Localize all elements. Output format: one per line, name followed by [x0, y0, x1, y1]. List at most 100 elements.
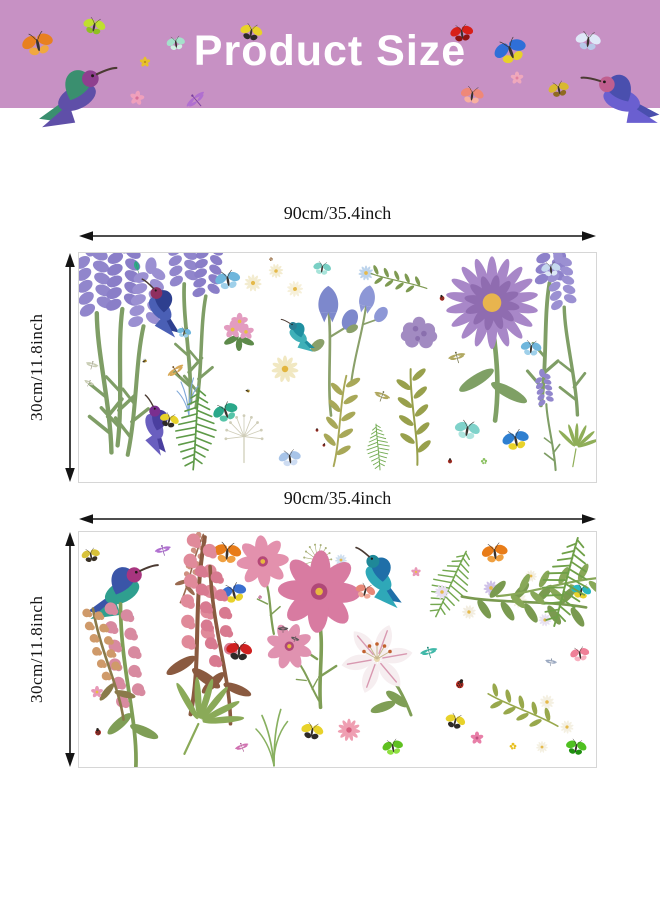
dragonfly-icon — [235, 742, 249, 752]
butterfly-icon — [548, 80, 569, 97]
grass-icon — [255, 708, 289, 767]
ladybug-icon — [455, 679, 464, 689]
butterfly-icon — [177, 326, 192, 338]
butterfly-icon — [81, 547, 100, 563]
willow-icon — [176, 676, 245, 755]
butterfly-icon — [355, 582, 376, 599]
yellow-flowers-icon — [509, 742, 517, 750]
butterfly-icon — [226, 640, 253, 661]
butterfly-icon — [454, 419, 480, 440]
panel1-width-label: 90cm/35.4inch — [283, 203, 392, 223]
butterfly-icon — [382, 738, 403, 755]
daisy-icon — [434, 584, 450, 600]
butterfly-icon — [460, 85, 484, 104]
daisy-icon — [538, 613, 552, 627]
cosmos-icon — [277, 550, 361, 710]
lavender-icon — [535, 368, 561, 472]
panel2-width-label: 90cm/35.4inch — [283, 488, 392, 508]
butterfly-icon — [278, 449, 301, 467]
banner: Product Size — [0, 0, 660, 128]
daisy-icon — [287, 281, 304, 298]
sticker-sheet-1 — [78, 252, 597, 483]
dragonfly-icon — [374, 391, 390, 402]
daisy-icon — [268, 263, 284, 279]
daisy-icon — [358, 265, 374, 281]
daisy-icon — [271, 355, 299, 382]
dragonfly-icon — [167, 364, 184, 377]
dragonfly-icon — [84, 380, 95, 387]
butterfly-icon — [301, 722, 324, 740]
lavender-icon — [79, 253, 124, 455]
daisy-icon — [244, 274, 262, 292]
seed-pod-icon — [269, 257, 273, 261]
pink-flower-icon — [411, 567, 421, 577]
butterfly-icon — [566, 738, 587, 755]
sheet2-artwork — [81, 532, 596, 767]
dragonfly-icon — [154, 545, 171, 556]
butterfly-icon — [502, 428, 529, 450]
hummingbird-icon — [580, 74, 660, 123]
sheet1-artwork — [79, 253, 596, 472]
dragonfly-icon — [186, 91, 204, 107]
twig-icon — [370, 265, 428, 293]
dragonfly-icon — [420, 646, 438, 659]
butterfly-icon — [571, 583, 592, 599]
ladybug-icon — [439, 294, 445, 301]
fern-icon — [175, 387, 217, 471]
butterfly-icon — [541, 261, 561, 277]
bee-icon — [142, 358, 147, 363]
pink-posy-icon — [223, 312, 255, 351]
sprig-icon — [323, 374, 361, 468]
green-sprout-icon — [480, 458, 488, 465]
dragonfly-icon — [85, 361, 99, 370]
butterfly-icon — [215, 269, 241, 290]
hummingbird-icon — [280, 318, 315, 352]
pink-flower-icon — [470, 731, 484, 744]
fern-icon — [541, 537, 589, 627]
sprig-icon — [487, 683, 559, 728]
gerbera-icon — [337, 718, 361, 741]
dragonfly-icon — [545, 658, 557, 667]
dragonfly-icon — [277, 625, 289, 633]
dragonfly-icon — [290, 636, 300, 642]
butterfly-icon — [160, 412, 179, 428]
fern-icon — [366, 423, 390, 471]
cosmos-icon — [236, 535, 289, 636]
daisy-icon — [536, 741, 548, 753]
ladybug-icon — [322, 443, 326, 447]
hummingbird-icon — [355, 546, 402, 609]
butterfly-icon — [445, 712, 466, 729]
lavender-icon — [99, 253, 141, 448]
daisy-icon — [560, 720, 574, 734]
fern-icon — [429, 550, 471, 618]
leaf-icon — [133, 260, 140, 274]
butterfly-icon — [213, 541, 242, 563]
daisy-icon — [539, 694, 555, 710]
aster-flower-icon — [446, 256, 538, 423]
daisy-icon — [461, 605, 476, 619]
seed-sprig-icon — [224, 414, 264, 464]
olive-leaves-icon — [558, 423, 596, 468]
fireweed-icon — [104, 602, 159, 767]
ladybug-icon — [315, 428, 319, 432]
dragonfly-icon — [448, 351, 466, 364]
butterfly-icon — [570, 646, 590, 662]
hummingbird-icon — [141, 278, 180, 338]
butterfly-icon — [313, 261, 331, 275]
lily-icon — [341, 625, 413, 717]
pink-flower-icon — [130, 90, 145, 105]
butterfly-icon — [213, 401, 238, 422]
panel2-height-label: 30cm/11.8inch — [27, 595, 46, 704]
panel2-width-arrow — [79, 514, 596, 524]
sticker-sheet-2 — [78, 531, 597, 768]
hydrangea-icon — [400, 316, 438, 349]
page-title: Product Size — [193, 27, 467, 75]
butterfly-icon — [520, 340, 542, 356]
ladybug-icon — [447, 458, 453, 464]
tan-sprig-icon — [82, 607, 136, 721]
bellflower-icon — [346, 285, 388, 386]
blue-leaves-icon — [176, 377, 199, 417]
sprig-icon — [396, 368, 431, 466]
panel1-width-arrow — [79, 231, 596, 241]
